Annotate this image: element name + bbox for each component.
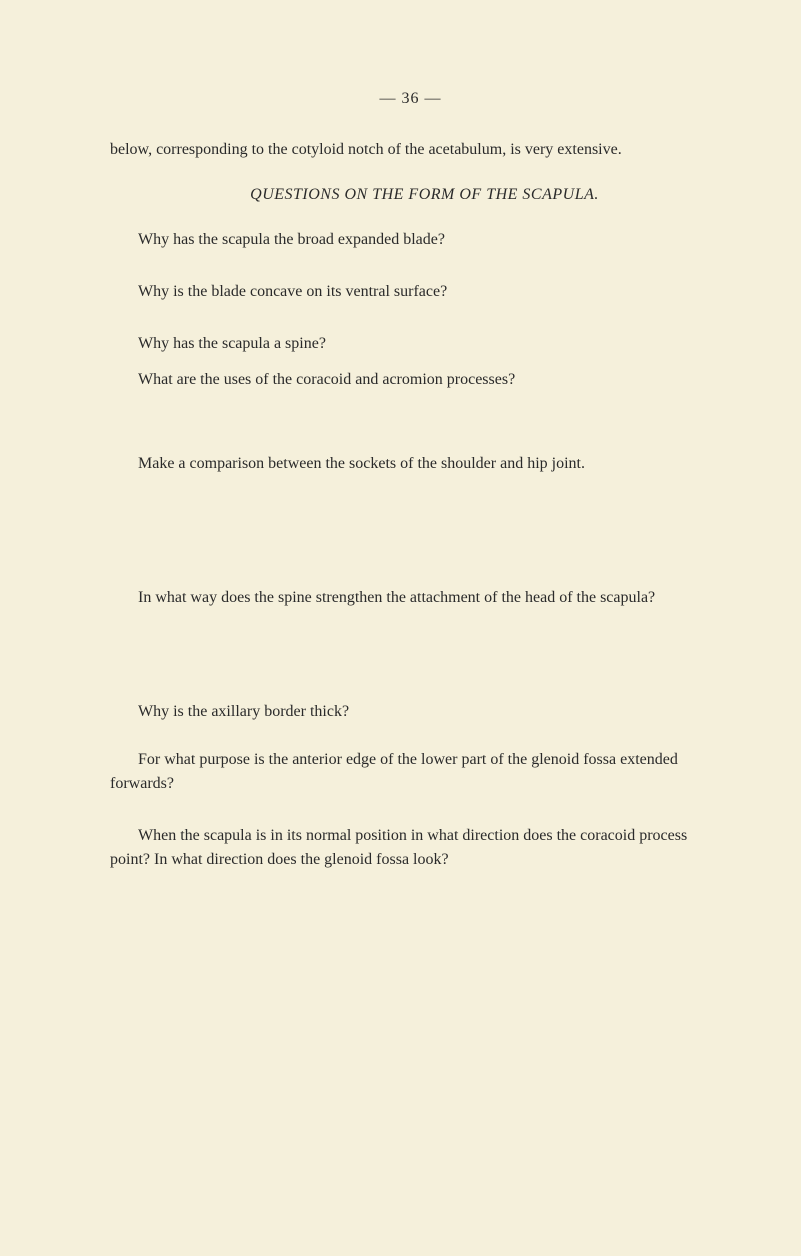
question-2: Why is the blade concave on its ventral … [110, 280, 711, 304]
question-1: Why has the scapula the broad expanded b… [110, 228, 711, 252]
intro-paragraph: below, corresponding to the cotyloid not… [110, 138, 711, 162]
question-5: Make a comparison between the sockets of… [110, 452, 711, 476]
question-8: For what purpose is the anterior edge of… [110, 748, 711, 796]
question-7: Why is the axillary border thick? [110, 700, 711, 724]
section-heading: QUESTIONS ON THE FORM OF THE SCAPULA. [110, 186, 711, 204]
question-6: In what way does the spine strengthen th… [110, 586, 711, 610]
page-number: — 36 — [110, 90, 711, 108]
question-3: Why has the scapula a spine? [110, 332, 711, 356]
question-4: What are the uses of the coracoid and ac… [110, 368, 711, 392]
question-9: When the scapula is in its normal positi… [110, 824, 711, 872]
